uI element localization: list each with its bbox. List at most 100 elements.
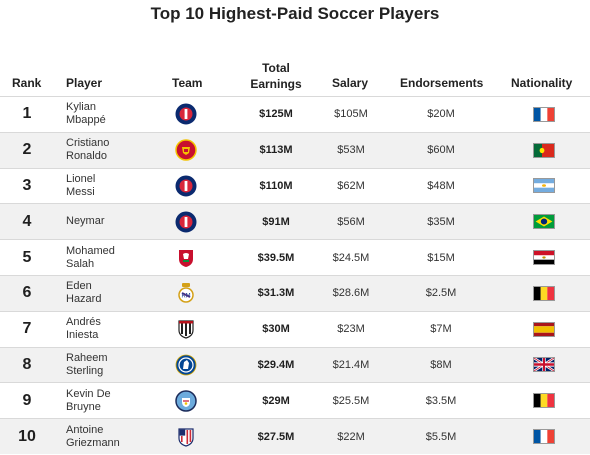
header-total-earnings: Total Earnings — [246, 60, 306, 92]
player-first-name: Mohamed — [66, 244, 115, 257]
player-cell: Antoine Griezmann — [66, 419, 156, 454]
player-first-name: Kevin De — [66, 387, 111, 400]
player-last-name: Messi — [66, 185, 95, 198]
real-madrid-crest-icon: RM — [175, 282, 197, 304]
table-row: 9 Kevin De Bruyne $29M $25.5M $3.5M — [0, 382, 590, 418]
player-cell: Neymar — [66, 204, 156, 239]
player-last-name: Iniesta — [66, 329, 99, 342]
manchester-united-crest-icon — [175, 139, 197, 161]
team-cell — [172, 240, 200, 275]
france-flag-icon — [533, 429, 555, 445]
team-cell — [172, 312, 200, 347]
rank-cell: 9 — [22, 391, 32, 409]
team-cell — [172, 204, 200, 239]
nationality-cell — [526, 133, 562, 168]
player-cell: Lionel Messi — [66, 169, 156, 204]
players-table: 1 Kylian Mbappé $125M $105M $20M 2 Cristiano Ron… — [0, 96, 590, 454]
endorsements-cell: $15M — [427, 251, 455, 264]
psg-crest-icon — [175, 175, 197, 197]
salary-cell: $23M — [337, 323, 365, 336]
rank-cell: 4 — [22, 212, 32, 230]
player-last-name: Hazard — [66, 293, 102, 306]
player-last-name: Mbappé — [66, 114, 106, 127]
salary-cell: $56M — [337, 215, 365, 228]
header-endorsements: Endorsements — [400, 76, 484, 90]
total-earnings-cell: $125M — [259, 108, 293, 121]
team-cell — [172, 383, 200, 418]
table-header: Rank Player Team Total Earnings Salary E… — [0, 56, 590, 92]
header-total-line1: Total — [262, 61, 290, 75]
nationality-cell — [526, 348, 562, 383]
endorsements-cell: $60M — [427, 144, 455, 157]
player-cell: Kevin De Bruyne — [66, 383, 156, 418]
team-cell — [172, 133, 200, 168]
belgium-flag-icon — [533, 285, 555, 301]
header-salary: Salary — [332, 76, 369, 90]
team-cell — [172, 419, 200, 454]
header-total-line2: Earnings — [250, 77, 302, 91]
salary-cell: $53M — [337, 144, 365, 157]
player-cell: Raheem Sterling — [66, 348, 156, 383]
player-first-name: Raheem — [66, 351, 108, 364]
salary-cell: $62M — [337, 179, 365, 192]
rank-cell: 6 — [22, 284, 32, 302]
table-row: 5 Mohamed Salah $39.5M $24.5M $15M — [0, 239, 590, 275]
total-earnings-cell: $110M — [259, 179, 293, 192]
player-first-name: Cristiano — [66, 137, 110, 150]
table-row: 6 Eden Hazard RM $31.3M $28.6M $2.5M — [0, 274, 590, 311]
player-last-name: Griezmann — [66, 436, 120, 449]
salary-cell: $22M — [337, 430, 365, 443]
atletico-madrid-crest-icon — [175, 426, 197, 448]
nationality-cell — [526, 240, 562, 275]
endorsements-cell: $8M — [430, 358, 452, 371]
player-first-name: Antoine — [66, 423, 104, 436]
player-cell: Mohamed Salah — [66, 240, 156, 275]
salary-cell: $24.5M — [332, 251, 370, 264]
player-first-name: Andrés — [66, 316, 101, 329]
table-row: 3 Lionel Messi $110M $62M $48M — [0, 167, 590, 204]
psg-crest-icon — [175, 103, 197, 125]
player-last-name: Bruyne — [66, 400, 101, 413]
page-title: Top 10 Highest-Paid Soccer Players — [150, 4, 440, 23]
table-row: 8 Raheem Sterling $29.4M $21.4M $8M — [0, 346, 590, 383]
endorsements-cell: $20M — [427, 108, 455, 121]
vissel-kobe-crest-icon — [175, 318, 197, 340]
endorsements-cell: $3.5M — [425, 394, 457, 407]
portugal-flag-icon — [533, 142, 555, 158]
total-earnings-cell: $39.5M — [257, 251, 295, 264]
svg-text:RM: RM — [181, 293, 190, 300]
manchester-city-crest-icon — [175, 390, 197, 412]
nationality-cell — [526, 169, 562, 204]
psg-crest-icon — [175, 211, 197, 233]
total-earnings-cell: $91M — [262, 215, 290, 228]
belgium-flag-icon — [533, 393, 555, 409]
nationality-cell — [526, 276, 562, 311]
endorsements-cell: $48M — [427, 179, 455, 192]
header-team: Team — [172, 76, 203, 90]
player-last-name: Ronaldo — [66, 150, 107, 163]
total-earnings-cell: $29.4M — [257, 358, 295, 371]
uk-flag-icon — [533, 357, 555, 373]
salary-cell: $105M — [334, 108, 368, 121]
total-earnings-cell: $113M — [259, 144, 293, 157]
total-earnings-cell: $29M — [262, 394, 290, 407]
brazil-flag-icon — [533, 214, 555, 230]
player-first-name: Kylian — [66, 101, 96, 114]
liverpool-crest-icon — [175, 247, 197, 269]
endorsements-cell: $5.5M — [425, 430, 457, 443]
endorsements-cell: $7M — [430, 323, 452, 336]
nationality-cell — [526, 419, 562, 454]
player-last-name: Salah — [66, 257, 95, 270]
spain-flag-icon — [533, 321, 555, 337]
endorsements-cell: $35M — [427, 215, 455, 228]
nationality-cell — [526, 204, 562, 239]
salary-cell: $21.4M — [332, 358, 370, 371]
rank-cell: 7 — [22, 320, 32, 338]
france-flag-icon — [533, 106, 555, 122]
player-cell: Andrés Iniesta — [66, 312, 156, 347]
rank-cell: 2 — [22, 141, 32, 159]
player-cell: Cristiano Ronaldo — [66, 133, 156, 168]
argentina-flag-icon — [533, 178, 555, 194]
player-first-name: Eden — [66, 280, 92, 293]
player-cell: Eden Hazard — [66, 276, 156, 311]
